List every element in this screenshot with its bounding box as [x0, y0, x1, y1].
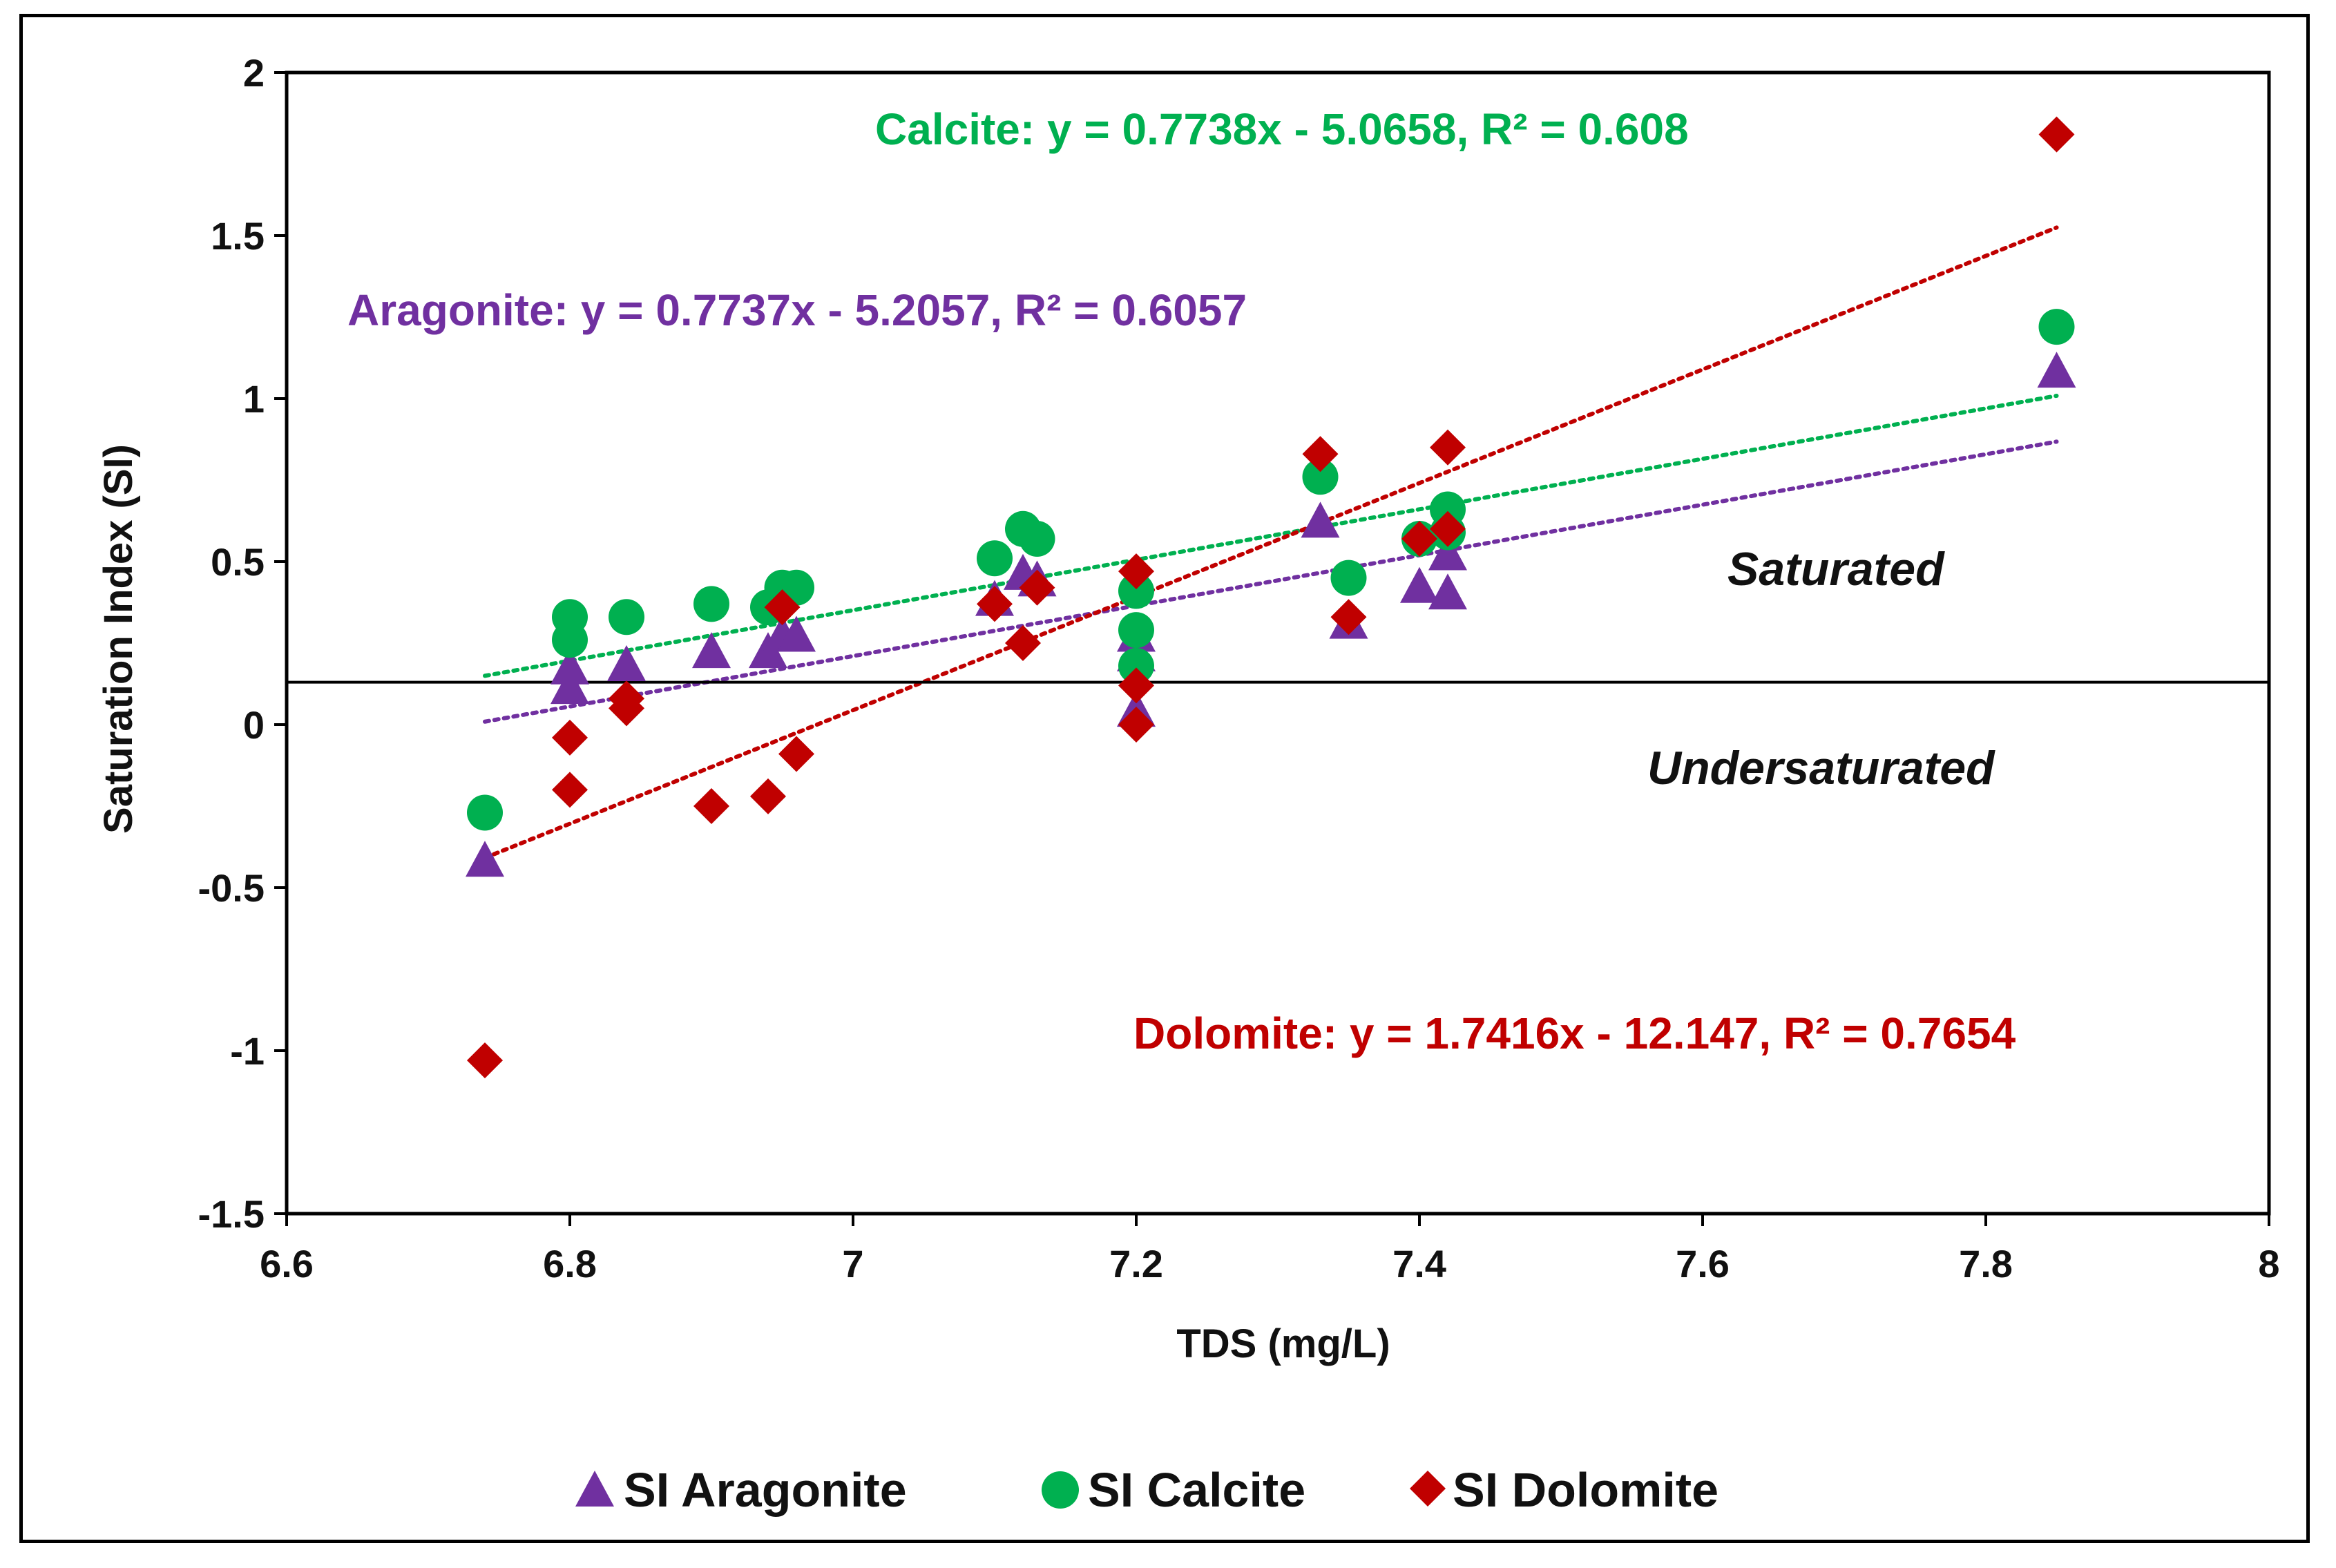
x-tick-label: 6.6 — [260, 1242, 314, 1285]
aragonite-equation: Aragonite: y = 0.7737x - 5.2057, R² = 0.… — [347, 285, 1247, 335]
aragonite-point — [2037, 352, 2076, 388]
calcite-point — [1330, 560, 1367, 596]
y-tick-label: 1.5 — [211, 214, 265, 258]
dolomite-point — [778, 736, 814, 772]
x-tick-label: 7.8 — [1959, 1242, 2013, 1285]
dolomite-point — [1005, 625, 1041, 661]
calcite-point — [1118, 573, 1154, 609]
legend: SI Aragonite SI Calcite SI Dolomite — [575, 1463, 1719, 1517]
data-points — [466, 116, 2076, 1079]
y-tick-label: 2 — [243, 51, 265, 95]
calcite-trendline — [483, 393, 2059, 678]
legend-aragonite-marker — [575, 1471, 614, 1507]
calcite-point — [2038, 309, 2075, 345]
legend-dolomite-marker — [1410, 1471, 1446, 1507]
dolomite-point — [693, 788, 729, 824]
x-tick-label: 7.2 — [1109, 1242, 1163, 1285]
dolomite-point — [609, 680, 644, 717]
x-tick-label: 7.6 — [1676, 1242, 1730, 1285]
aragonite-point — [551, 668, 589, 705]
dolomite-point — [977, 586, 1013, 622]
dolomite-point — [1430, 510, 1466, 547]
trendlines — [483, 225, 2059, 860]
legend-calcite-marker — [1042, 1471, 1079, 1509]
dolomite-point — [1302, 436, 1339, 472]
legend-dolomite-label: SI Dolomite — [1453, 1463, 1719, 1517]
legend-calcite-label: SI Calcite — [1088, 1463, 1305, 1517]
aragonite-point — [1400, 566, 1439, 603]
calcite-point — [1430, 491, 1466, 528]
dolomite-point — [1118, 553, 1154, 590]
aragonite-point — [1428, 534, 1467, 571]
aragonite-point — [466, 841, 504, 877]
dolomite-point — [1118, 667, 1154, 704]
y-tick-label: -1 — [230, 1029, 265, 1073]
dolomite-point — [2038, 116, 2075, 153]
aragonite-point — [551, 648, 589, 685]
dolomite-point — [1019, 569, 1055, 606]
legend-aragonite-label: SI Aragonite — [624, 1463, 907, 1517]
dolomite-point — [1430, 429, 1466, 466]
y-tick-label: -1.5 — [198, 1192, 265, 1236]
y-tick-label: 1 — [243, 377, 265, 421]
aragonite-trendline — [483, 439, 2059, 724]
x-axis-title: TDS (mg/L) — [1176, 1321, 1390, 1366]
dolomite-point — [1118, 707, 1154, 743]
x-tick-label: 8 — [2258, 1242, 2279, 1285]
tick-labels: 6.6 6.8 7 7.2 7.4 7.6 7.8 8 2 1.5 1 0.5 0 -0.5 -1 -1.5 — [198, 51, 2280, 1285]
x-tick-label: 6.8 — [543, 1242, 597, 1285]
aragonite-point — [1301, 501, 1340, 538]
aragonite-point — [607, 645, 646, 682]
calcite-point — [1118, 648, 1154, 685]
calcite-point — [1302, 459, 1339, 495]
dolomite-point — [750, 778, 786, 814]
calcite-point — [977, 540, 1013, 577]
calcite-point — [467, 794, 503, 831]
undersaturated-label: Undersaturated — [1647, 742, 1995, 794]
plot-area-border — [285, 70, 2271, 1216]
calcite-equation: Calcite: y = 0.7738x - 5.0658, R² = 0.60… — [875, 104, 1689, 154]
dolomite-point — [552, 719, 588, 756]
calcite-point — [693, 586, 729, 622]
dolomite-trendline — [483, 225, 2059, 860]
chart-frame: 6.6 6.8 7 7.2 7.4 7.6 7.8 8 2 1.5 1 0.5 0 -0.5 -1 -1.5 … — [19, 14, 2310, 1543]
dolomite-point — [552, 772, 588, 808]
calcite-point — [552, 599, 588, 635]
aragonite-point — [692, 632, 731, 669]
aragonite-point — [1428, 573, 1467, 610]
y-tick-label: 0.5 — [211, 540, 265, 584]
saturated-label: Saturated — [1727, 543, 1945, 595]
x-tick-label: 7 — [842, 1242, 863, 1285]
dolomite-equation: Dolomite: y = 1.7416x - 12.147, R² = 0.7… — [1133, 1008, 2016, 1058]
dolomite-point — [467, 1042, 503, 1079]
dolomite-point — [1330, 599, 1367, 635]
x-tick-label: 7.4 — [1392, 1242, 1446, 1285]
calcite-point — [609, 599, 644, 635]
tick-marks — [274, 71, 2270, 1226]
y-axis-title: Saturation Index (SI) — [96, 444, 141, 834]
aragonite-point — [777, 615, 816, 652]
dolomite-point — [764, 589, 801, 626]
dolomite-point — [1401, 520, 1437, 557]
y-tick-label: 0 — [243, 703, 265, 747]
scatter-chart: 6.6 6.8 7 7.2 7.4 7.6 7.8 821.510.50-0.5-1-1.5 … — [96, 51, 2280, 1517]
y-tick-label: -0.5 — [198, 866, 265, 910]
calcite-point — [1019, 520, 1055, 557]
calcite-point — [1118, 612, 1154, 649]
